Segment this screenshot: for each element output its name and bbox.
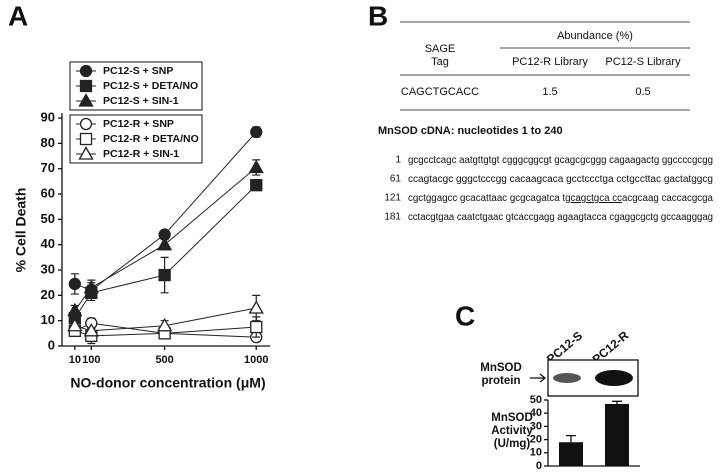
marker bbox=[79, 132, 93, 146]
error-bar bbox=[612, 400, 622, 404]
sequence-segment: cagctgca cc bbox=[571, 193, 622, 204]
marker bbox=[79, 64, 93, 78]
table-cell: CAGCTGCACC bbox=[401, 86, 479, 98]
sequence-segment: ccagtacgc gggctcccgg cacaagcaca gcctccct… bbox=[408, 174, 713, 185]
sequence-segment: gcgcctcagc aatgttgtgt cgggcggcgt gcagcgc… bbox=[408, 155, 713, 166]
table-header: PC12-R Library bbox=[512, 56, 588, 68]
marker bbox=[158, 268, 171, 282]
blot-label: MnSOD bbox=[480, 362, 522, 374]
sequence-segment: cctacgtgaa caatctgaac gtcaccgagg agaagta… bbox=[408, 212, 713, 223]
y-tick-label: 20 bbox=[41, 287, 55, 302]
marker bbox=[157, 317, 173, 332]
marker bbox=[67, 317, 83, 332]
y-tick-label: 70 bbox=[41, 160, 55, 175]
x-tick-label: 1000 bbox=[244, 354, 268, 366]
x-axis-label: NO-donor concentration (μM) bbox=[70, 375, 265, 391]
table-cell: 0.5 bbox=[635, 86, 650, 98]
blot-label: protein bbox=[482, 375, 521, 387]
band bbox=[553, 373, 581, 383]
marker bbox=[83, 279, 99, 294]
y-tick-label: 10 bbox=[530, 447, 542, 459]
marker bbox=[68, 277, 81, 291]
marker bbox=[157, 236, 173, 251]
y-tick-label: 20 bbox=[530, 434, 542, 446]
table-cell: 1.5 bbox=[542, 86, 557, 98]
error-bar bbox=[566, 434, 576, 443]
series-line bbox=[74, 131, 257, 291]
series-line bbox=[74, 307, 257, 332]
marker bbox=[250, 125, 263, 139]
table-header: SAGE bbox=[425, 43, 456, 55]
x-tick-label: 10 bbox=[69, 354, 81, 366]
y-tick-label: 50 bbox=[530, 394, 542, 406]
bar bbox=[559, 442, 583, 466]
marker bbox=[78, 93, 94, 107]
arrow bbox=[530, 373, 547, 383]
sequence-title: MnSOD cDNA: nucleotides 1 to 240 bbox=[378, 125, 563, 137]
bar bbox=[605, 403, 629, 466]
marker bbox=[79, 117, 93, 131]
line-number: 181 bbox=[384, 212, 401, 223]
panel-label: A bbox=[8, 0, 28, 31]
marker bbox=[67, 302, 83, 317]
table-header: Tag bbox=[431, 56, 449, 68]
y-axis-label: (U/mg) bbox=[494, 438, 531, 450]
legend-label: PC12-S + SNP bbox=[103, 65, 173, 77]
series-line bbox=[74, 167, 257, 311]
y-tick-label: 40 bbox=[530, 407, 542, 419]
y-axis-label: Activity bbox=[491, 425, 533, 437]
y-tick-label: 50 bbox=[41, 211, 55, 226]
y-tick-label: 0 bbox=[48, 337, 55, 352]
y-tick-label: 30 bbox=[41, 261, 55, 276]
band bbox=[595, 370, 633, 386]
sequence-line: gcgcctcagc aatgttgtgt cgggcggcgt gcagcgc… bbox=[408, 155, 713, 166]
y-tick-label: 0 bbox=[536, 460, 542, 472]
y-tick-label: 60 bbox=[41, 185, 55, 200]
table-header: PC12-S Library bbox=[605, 56, 681, 68]
y-tick-label: 90 bbox=[41, 110, 55, 125]
marker bbox=[248, 300, 264, 314]
series-line bbox=[74, 184, 257, 319]
legend-label: PC12-R + SIN-1 bbox=[103, 148, 179, 160]
sequence-segment: acgcaag caccacgcga bbox=[622, 193, 713, 204]
legend-label: PC12-S + DETA/NO bbox=[103, 80, 198, 92]
legend-label: PC12-R + DETA/NO bbox=[103, 133, 199, 145]
line-number: 61 bbox=[390, 174, 402, 185]
x-tick-label: 500 bbox=[155, 354, 173, 366]
legend-label: PC12-R + SNP bbox=[103, 118, 174, 130]
table-header: Abundance (%) bbox=[557, 30, 633, 42]
marker bbox=[78, 146, 94, 160]
line-number: 1 bbox=[395, 155, 401, 166]
y-tick-label: 80 bbox=[41, 135, 55, 150]
sequence-line: cctacgtgaa caatctgaac gtcaccgagg agaagta… bbox=[408, 212, 713, 223]
x-tick-label: 100 bbox=[82, 354, 100, 366]
panel-label: B bbox=[368, 0, 388, 31]
y-axis-label: MnSOD bbox=[491, 412, 533, 424]
sequence-segment: cgctggagcc gcacattaac gcgcagatca tg bbox=[408, 193, 571, 204]
y-axis-label: % Cell Death bbox=[13, 188, 29, 273]
marker bbox=[79, 79, 93, 93]
sequence-line: ccagtacgc gggctcccgg cacaagcaca gcctccct… bbox=[408, 174, 713, 185]
panel-label: C bbox=[455, 300, 475, 331]
y-tick-label: 40 bbox=[41, 236, 55, 251]
sequence-line: cgctggagcc gcacattaac gcgcagatca tgcagct… bbox=[408, 193, 713, 204]
line-number: 121 bbox=[384, 193, 401, 204]
series-line bbox=[74, 326, 257, 337]
marker bbox=[248, 159, 264, 174]
marker bbox=[250, 320, 263, 334]
y-tick-label: 10 bbox=[41, 312, 55, 327]
marker bbox=[250, 179, 263, 192]
marker bbox=[83, 322, 99, 337]
y-tick-label: 30 bbox=[530, 420, 542, 432]
legend-label: PC12-S + SIN-1 bbox=[103, 95, 179, 107]
